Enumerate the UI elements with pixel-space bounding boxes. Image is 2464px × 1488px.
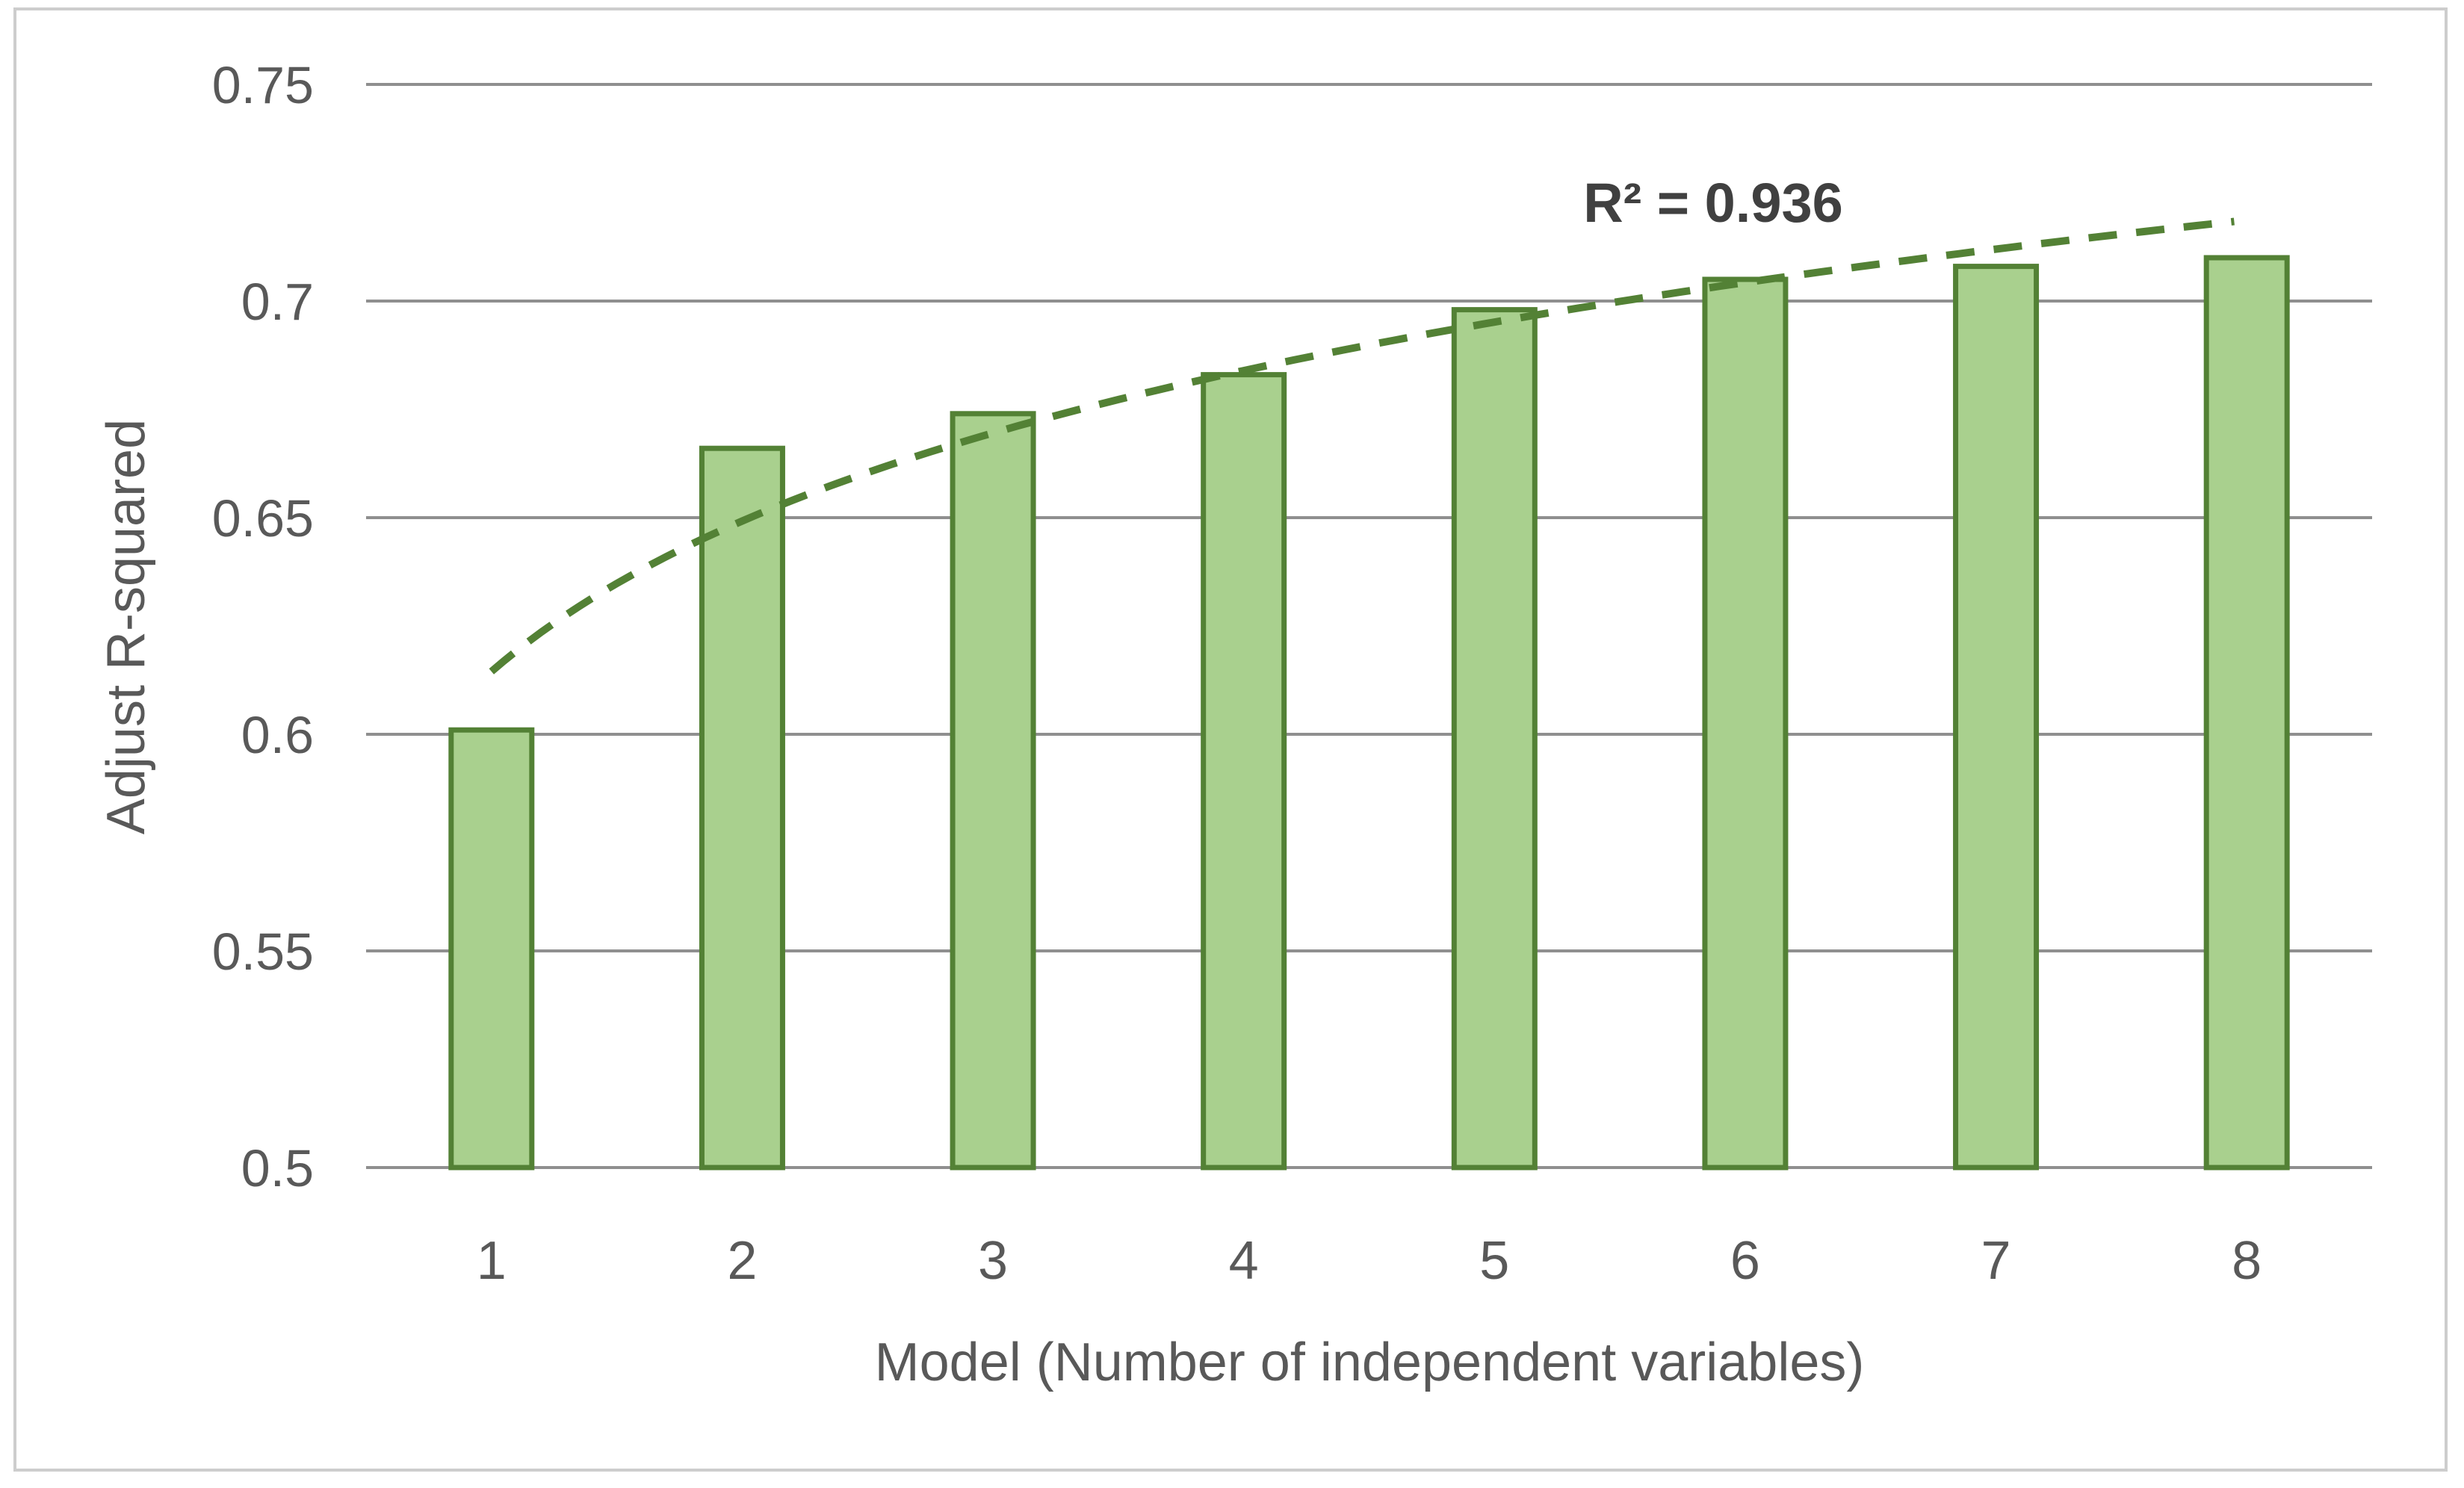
x-axis-title: Model (Number of independent variables) — [875, 1333, 1865, 1392]
y-tick-label: 0.5 — [241, 1139, 314, 1197]
y-tick-label: 0.75 — [212, 56, 314, 114]
x-tick-label: 2 — [727, 1231, 757, 1291]
x-tick-label: 3 — [978, 1231, 1008, 1291]
bar — [1201, 372, 1287, 1171]
y-tick-label: 0.55 — [212, 923, 314, 981]
bar-series — [448, 255, 2290, 1171]
bar — [1953, 264, 2040, 1171]
gridlines — [366, 83, 2372, 1169]
bar — [699, 445, 785, 1171]
bar — [2203, 255, 2290, 1171]
r-squared-annotation: R² = 0.936 — [1583, 172, 1843, 234]
x-tick-label: 6 — [1730, 1231, 1760, 1291]
x-tick-label: 1 — [477, 1231, 507, 1291]
x-axis-tick-labels: 1 2 3 4 5 6 7 8 — [477, 1231, 2262, 1291]
bar — [448, 727, 535, 1171]
y-axis-tick-labels: 0.5 0.55 0.6 0.65 0.7 0.75 — [212, 56, 314, 1197]
x-tick-label: 5 — [1479, 1231, 1509, 1291]
y-tick-label: 0.7 — [241, 273, 314, 331]
y-axis-title: Adjust R-squared — [96, 419, 156, 834]
bar — [1702, 276, 1789, 1171]
chart-frame — [13, 7, 2448, 1472]
x-tick-label: 4 — [1229, 1231, 1259, 1291]
bar — [950, 411, 1036, 1171]
x-tick-label: 8 — [2232, 1231, 2262, 1291]
y-tick-label: 0.6 — [241, 706, 314, 764]
trendline — [489, 217, 2235, 675]
y-tick-label: 0.65 — [212, 489, 314, 548]
x-tick-label: 7 — [1981, 1231, 2011, 1291]
bar — [1451, 307, 1538, 1171]
